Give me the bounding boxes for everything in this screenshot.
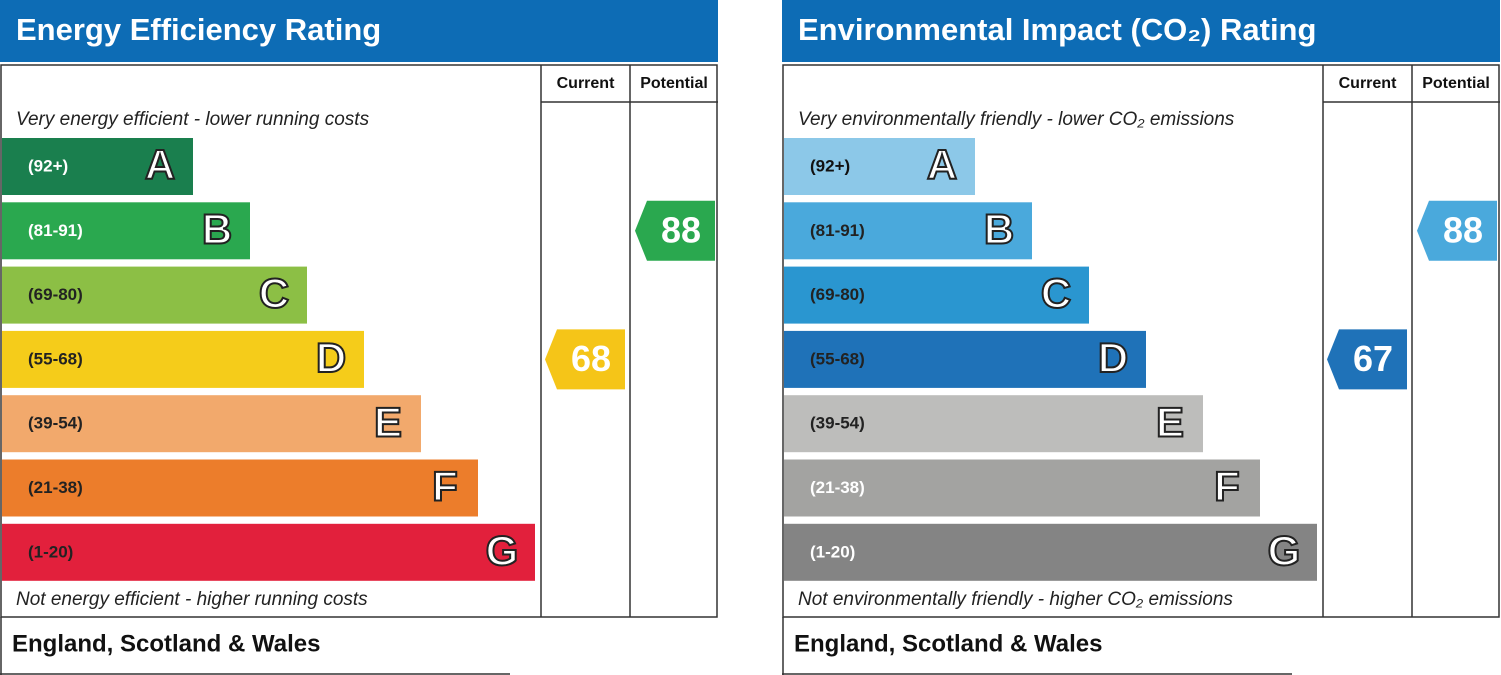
panel-title: Energy Efficiency Rating	[16, 12, 381, 47]
rating-arrow	[545, 329, 625, 390]
rating-band	[2, 330, 364, 388]
rating-arrow	[635, 200, 715, 261]
panel-title: Environmental Impact (CO₂) Rating	[798, 12, 1316, 47]
band-range: (81-91)	[810, 221, 865, 240]
band-range: (92+)	[810, 156, 850, 175]
rating-band	[2, 523, 535, 581]
band-letter: B	[984, 205, 1014, 252]
top-note: Very environmentally friendly - lower CO…	[798, 109, 1235, 130]
rating-band	[2, 202, 250, 260]
band-range: (39-54)	[28, 414, 83, 433]
bottom-note: Not energy efficient - higher running co…	[16, 589, 368, 610]
band-letter: C	[1041, 270, 1071, 317]
band-letter: G	[1268, 527, 1301, 574]
rating-value: 68	[571, 338, 611, 379]
rating-band	[784, 266, 1089, 324]
band-letter: G	[486, 527, 519, 574]
rating-band	[2, 459, 478, 517]
footer-text: England, Scotland & Wales	[794, 630, 1102, 657]
band-letter: E	[1156, 398, 1184, 445]
rating-band	[784, 395, 1203, 453]
rating-band	[784, 330, 1146, 388]
band-letter: A	[145, 141, 175, 188]
rating-band	[2, 138, 193, 195]
table-border	[0, 64, 718, 618]
band-letter: D	[316, 334, 346, 381]
top-note: Very energy efficient - lower running co…	[16, 109, 370, 130]
footer-text: England, Scotland & Wales	[12, 630, 320, 657]
column-header: Potential	[640, 75, 708, 92]
band-letter: F	[432, 463, 458, 510]
band-range: (1-20)	[28, 542, 73, 561]
rating-arrow	[1417, 200, 1497, 261]
rating-value: 88	[1443, 209, 1483, 250]
band-range: (92+)	[28, 156, 68, 175]
band-range: (21-38)	[28, 478, 83, 497]
column-header: Potential	[1422, 75, 1490, 92]
band-letter: A	[927, 141, 957, 188]
band-letter: F	[1214, 463, 1240, 510]
column-header: Current	[557, 75, 615, 92]
band-range: (55-68)	[810, 349, 865, 368]
band-range: (81-91)	[28, 221, 83, 240]
table-border	[782, 64, 1500, 618]
rating-value: 88	[661, 209, 701, 250]
rating-arrow	[1327, 329, 1407, 390]
band-letter: C	[259, 270, 289, 317]
band-range: (21-38)	[810, 478, 865, 497]
rating-band	[2, 395, 421, 453]
column-header: Current	[1339, 75, 1397, 92]
band-range: (69-80)	[28, 285, 83, 304]
band-range: (39-54)	[810, 414, 865, 433]
band-letter: E	[374, 398, 402, 445]
rating-band	[784, 202, 1032, 260]
rating-band	[784, 523, 1317, 581]
rating-band	[784, 138, 975, 195]
header-bar	[0, 0, 718, 62]
header-bar	[782, 0, 1500, 62]
band-letter: D	[1098, 334, 1128, 381]
band-letter: B	[202, 205, 232, 252]
rating-band	[784, 459, 1260, 517]
band-range: (1-20)	[810, 542, 855, 561]
band-range: (55-68)	[28, 349, 83, 368]
rating-value: 67	[1353, 338, 1393, 379]
bottom-note: Not environmentally friendly - higher CO…	[798, 589, 1233, 610]
rating-band	[2, 266, 307, 324]
band-range: (69-80)	[810, 285, 865, 304]
